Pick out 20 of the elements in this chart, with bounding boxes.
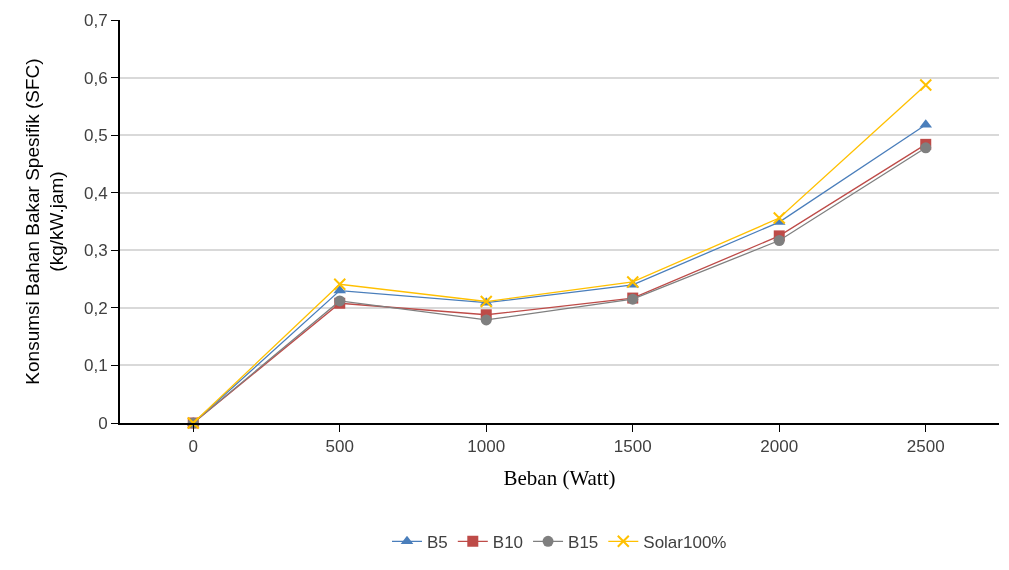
x-tick-label: 2500 (906, 437, 945, 457)
legend-label: B15 (568, 532, 599, 552)
y-axis-title: Konsumsi Bahan Bakar Spesifik (SFC) (kg/kW.jam) (21, 58, 68, 385)
y-tick-label: 0,6 (83, 68, 108, 88)
y-tick-label: 0,3 (83, 241, 108, 261)
x-tick-label: 2000 (760, 437, 799, 457)
legend-label: Solar100% (643, 532, 727, 552)
x-tick-label: 0 (188, 437, 198, 457)
legend-label: B10 (492, 532, 524, 552)
y-tick-label: 0,4 (83, 183, 108, 203)
y-tick-label: 0,1 (83, 356, 108, 376)
x-tick-label: 1000 (467, 437, 506, 457)
x-axis-title: Beban (Watt) (503, 466, 616, 491)
y-tick-label: 0,5 (83, 126, 108, 146)
x-tick-label: 500 (325, 437, 354, 457)
y-tick-label: 0,2 (83, 298, 108, 318)
legend-label: B5 (427, 532, 448, 552)
x-tick-label: 1500 (613, 437, 652, 457)
y-tick-label: 0,7 (83, 10, 108, 30)
y-tick-label: 0 (98, 413, 108, 433)
